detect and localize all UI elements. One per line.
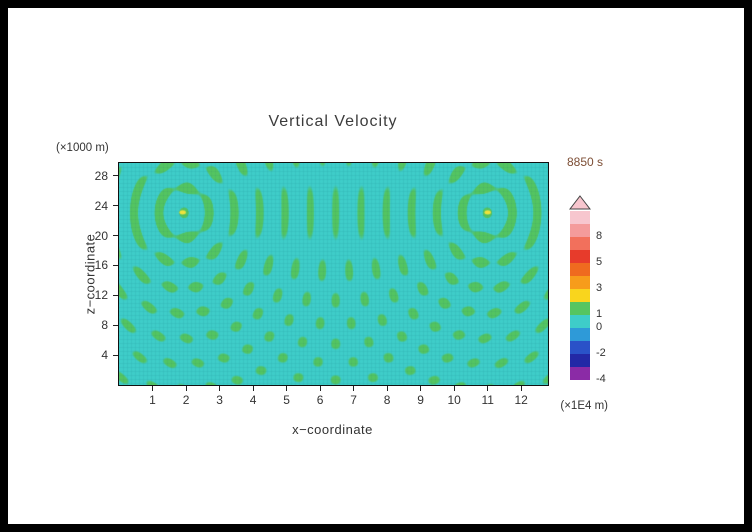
colorbar-segment <box>570 315 590 328</box>
x-tick-label: 3 <box>216 393 223 407</box>
y-axis-unit-label: (×1000 m) <box>56 142 109 154</box>
colorbar-segment <box>570 224 590 237</box>
y-tick-label: 24 <box>94 198 108 213</box>
x-tick-mark <box>453 386 455 391</box>
colorbar-segment <box>570 302 590 315</box>
y-tick-label: 4 <box>101 348 108 363</box>
x-tick-mark <box>219 386 221 391</box>
y-tick-mark <box>113 354 118 356</box>
heatmap-plot-area <box>118 162 549 386</box>
x-tick-label: 12 <box>514 393 528 407</box>
y-tick-mark <box>113 294 118 296</box>
y-tick-mark <box>113 264 118 266</box>
y-tick-label: 8 <box>101 318 108 333</box>
y-tick-label: 12 <box>94 288 108 303</box>
y-tick-mark <box>113 235 118 236</box>
x-tick-label: 1 <box>149 393 156 407</box>
colorbar-tick-label: -4 <box>596 373 606 385</box>
x-tick-label: 11 <box>481 393 494 407</box>
colorbar-segment <box>570 237 590 250</box>
colorbar-segment <box>570 328 590 341</box>
y-tick-mark <box>113 175 118 177</box>
x-tick-mark <box>152 386 154 391</box>
frame-edge-bottom <box>0 524 752 532</box>
x-tick-mark <box>353 386 355 391</box>
y-tick-label: 16 <box>94 258 108 273</box>
x-tick-label: 6 <box>316 393 324 407</box>
colorbar-tick-label: 1 <box>596 308 603 320</box>
x-tick-label: 7 <box>350 393 357 407</box>
frame-edge-left <box>0 0 8 532</box>
x-tick-label: 2 <box>182 393 190 407</box>
colorbar-tick-label: 5 <box>596 256 603 268</box>
x-tick-label: 4 <box>249 393 257 407</box>
colorbar-segment <box>570 211 590 224</box>
x-tick-mark <box>185 386 187 391</box>
colorbar-segment <box>570 276 590 289</box>
colorbar-segment <box>570 367 590 380</box>
frame-edge-top <box>0 0 752 8</box>
x-tick-mark <box>252 386 254 391</box>
colorbar-segment <box>570 263 590 276</box>
colorbar-segment <box>570 341 590 354</box>
y-tick-mark <box>113 324 118 326</box>
y-tick-mark <box>113 205 118 207</box>
x-tick-label: 8 <box>383 393 391 407</box>
x-tick-mark <box>420 386 422 391</box>
x-tick-mark <box>286 386 288 391</box>
x-tick-label: 5 <box>283 393 290 407</box>
colorbar-tick-label: 0 <box>596 321 603 333</box>
x-axis-label: x−coordinate <box>292 422 373 437</box>
colorbar-tick-label: 3 <box>596 282 603 294</box>
x-axis-unit-label: (×1E4 m) <box>560 400 608 412</box>
colorbar-arrow-icon <box>569 195 591 210</box>
colorbar-tick-label: -2 <box>596 347 606 359</box>
x-tick-mark <box>520 386 522 391</box>
chart-title: Vertical Velocity <box>268 113 398 130</box>
colorbar-segment <box>570 289 590 302</box>
frame-edge-right <box>744 0 752 532</box>
colorbar-segment <box>570 354 590 367</box>
time-label: 8850 s <box>566 155 603 169</box>
x-tick-label: 10 <box>447 393 461 407</box>
wavefield-canvas <box>119 163 548 385</box>
x-tick-label: 9 <box>417 393 424 407</box>
y-tick-label: 20 <box>94 228 108 243</box>
x-tick-mark <box>487 386 489 391</box>
x-tick-mark <box>386 386 388 391</box>
colorbar-segment <box>570 250 590 263</box>
x-tick-mark <box>319 386 321 391</box>
y-tick-label: 28 <box>94 168 108 183</box>
colorbar <box>570 211 590 380</box>
colorbar-tick-label: 8 <box>596 230 603 242</box>
